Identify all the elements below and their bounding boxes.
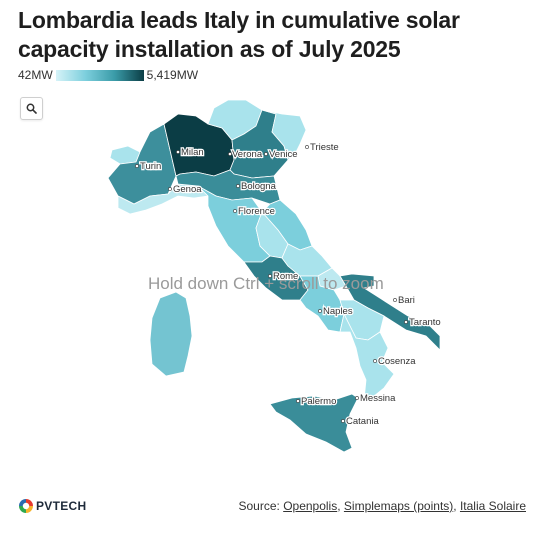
city-label-milan: Milan xyxy=(181,147,204,158)
svg-text:Palermo: Palermo xyxy=(301,396,336,407)
search-icon xyxy=(26,103,37,114)
region-friuli[interactable] xyxy=(261,109,307,161)
source-separator: , xyxy=(337,499,344,513)
svg-text:Catania: Catania xyxy=(346,416,379,427)
city-label-genoa: Genoa xyxy=(173,184,202,195)
map-search-button[interactable] xyxy=(20,97,43,120)
source-link-openpolis[interactable]: Openpolis xyxy=(283,499,338,513)
source-prefix: Source: xyxy=(238,499,284,513)
city-label-verona: Verona xyxy=(232,149,263,160)
chart-title: Lombardia leads Italy in cumulative sola… xyxy=(18,7,460,62)
city-label-turin: Turin xyxy=(140,161,161,172)
region-calabria[interactable] xyxy=(339,312,395,401)
legend-max-label: 5,419MW xyxy=(146,68,199,82)
city-label-catania: Catania xyxy=(346,416,379,427)
pvtech-logo-icon xyxy=(19,499,33,513)
city-label-florence: Florence xyxy=(238,206,275,217)
source-separator: , xyxy=(453,499,460,513)
svg-text:Messina: Messina xyxy=(360,393,396,404)
legend-min-label: 42MW xyxy=(18,68,53,82)
svg-text:Turin: Turin xyxy=(140,161,161,172)
city-label-venice: Venice xyxy=(269,149,298,160)
city-label-trieste: Trieste xyxy=(310,142,339,153)
svg-text:Trieste: Trieste xyxy=(310,142,339,153)
svg-text:Milan: Milan xyxy=(181,147,204,158)
legend-gradient-bar xyxy=(55,69,144,81)
svg-text:Florence: Florence xyxy=(238,206,275,217)
city-label-messina: Messina xyxy=(360,393,396,404)
pvtech-logo: PVTECH xyxy=(18,498,86,514)
region-valle-daosta[interactable] xyxy=(109,145,141,165)
city-label-bologna: Bologna xyxy=(241,181,277,192)
svg-text:Taranto: Taranto xyxy=(409,317,441,328)
color-legend: 42MW 5,419MW xyxy=(18,68,198,82)
svg-text:Naples: Naples xyxy=(323,306,353,317)
svg-text:Rome: Rome xyxy=(273,271,298,282)
pvtech-logo-text: PVTECH xyxy=(36,499,87,513)
svg-text:Venice: Venice xyxy=(269,149,298,160)
source-link-simplemaps[interactable]: Simplemaps (points) xyxy=(343,499,454,513)
svg-text:Verona: Verona xyxy=(232,149,263,160)
svg-text:Cosenza: Cosenza xyxy=(378,356,416,367)
city-label-naples: Naples xyxy=(323,306,353,317)
zoom-hint: Hold down Ctrl + scroll to zoom xyxy=(148,274,384,293)
city-label-palermo: Palermo xyxy=(301,396,336,407)
svg-text:Bari: Bari xyxy=(398,295,415,306)
svg-text:Genoa: Genoa xyxy=(173,184,202,195)
city-label-rome: Rome xyxy=(273,271,298,282)
city-label-bari: Bari xyxy=(398,295,415,306)
region-liguria[interactable] xyxy=(117,183,209,215)
region-sardegna[interactable] xyxy=(149,291,193,377)
source-link-italia-solaire[interactable]: Italia Solaire xyxy=(459,499,526,513)
source-note: Source: Openpolis, Simplemaps (points), … xyxy=(238,499,526,513)
city-label-taranto: Taranto xyxy=(409,317,441,328)
svg-text:Bologna: Bologna xyxy=(241,181,277,192)
region-sicilia[interactable] xyxy=(269,393,359,453)
city-label-cosenza: Cosenza xyxy=(378,356,416,367)
